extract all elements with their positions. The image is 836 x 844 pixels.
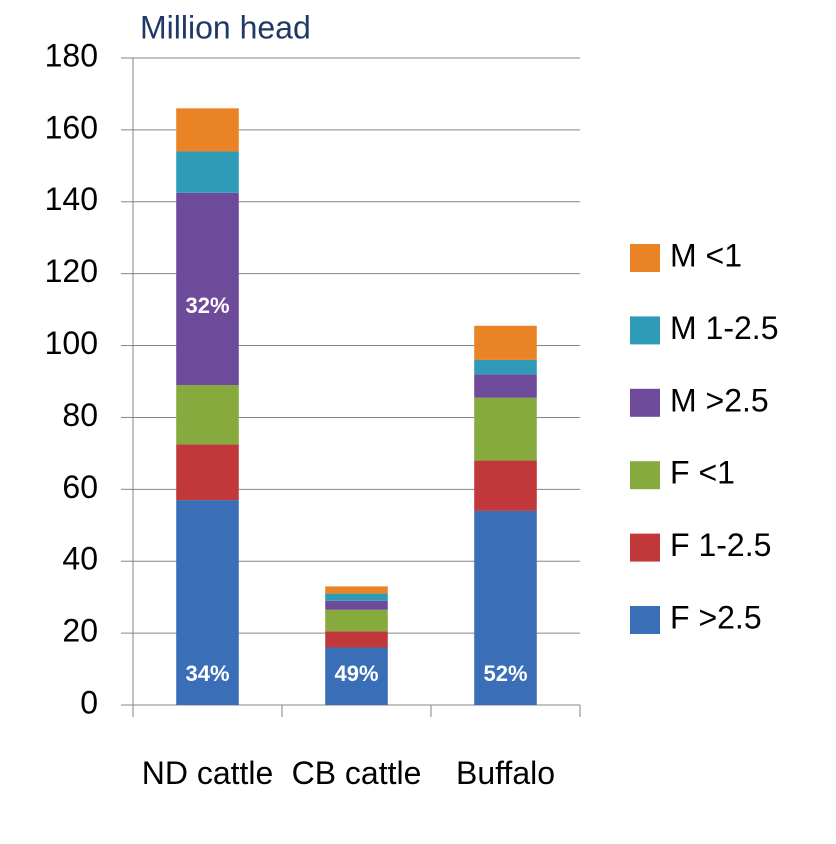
- legend-swatch: [630, 461, 660, 490]
- bar-segment: [474, 325, 537, 360]
- bar-segment: [176, 108, 239, 152]
- bar-segment: [325, 647, 388, 705]
- legend-label: F 1-2.5: [670, 527, 771, 563]
- bar-segment: [176, 192, 239, 386]
- bar-segment: [474, 359, 537, 375]
- y-tick-label: 60: [62, 469, 98, 505]
- y-tick-label: 180: [45, 37, 98, 73]
- data-label: 32%: [185, 293, 229, 318]
- legend-swatch: [630, 316, 660, 345]
- legend-swatch: [630, 606, 660, 634]
- y-tick-label: 100: [45, 325, 98, 361]
- x-tick-label: ND cattle: [141, 755, 274, 791]
- y-tick-label: 120: [45, 253, 98, 289]
- bar-segment: [325, 609, 388, 632]
- data-label: 34%: [185, 661, 229, 686]
- legend-swatch: [630, 533, 660, 562]
- y-tick-label: 80: [62, 397, 98, 433]
- legend-swatch: [630, 244, 660, 272]
- y-tick-label: 140: [45, 181, 98, 217]
- y-tick-label: 160: [45, 109, 98, 145]
- bar-segment: [176, 500, 239, 705]
- bar-segment: [325, 631, 388, 648]
- bar-segment: [176, 444, 239, 501]
- data-label: 49%: [334, 661, 378, 686]
- chart-title: Million head: [140, 9, 311, 45]
- bar-segment: [474, 460, 537, 511]
- bar-segment: [325, 593, 388, 601]
- legend-label: M <1: [670, 237, 742, 273]
- legend-label: F <1: [670, 455, 735, 491]
- y-tick-label: 0: [80, 684, 98, 720]
- legend-swatch: [630, 388, 660, 417]
- legend-label: F >2.5: [670, 599, 762, 635]
- legend-label: M 1-2.5: [670, 310, 778, 346]
- legend-label: M >2.5: [670, 382, 769, 418]
- bar-segment: [325, 600, 388, 610]
- y-tick-label: 20: [62, 613, 98, 649]
- bar-segment: [474, 510, 537, 705]
- bar-segment: [474, 374, 537, 398]
- x-tick-label: CB cattle: [291, 755, 422, 791]
- x-tick-label: Buffalo: [455, 755, 556, 791]
- bar-segment: [325, 586, 388, 594]
- y-tick-label: 40: [62, 541, 98, 577]
- bar-segment: [176, 385, 239, 445]
- bar-segment: [474, 397, 537, 461]
- bar-segment: [176, 151, 239, 193]
- data-label: 52%: [483, 661, 527, 686]
